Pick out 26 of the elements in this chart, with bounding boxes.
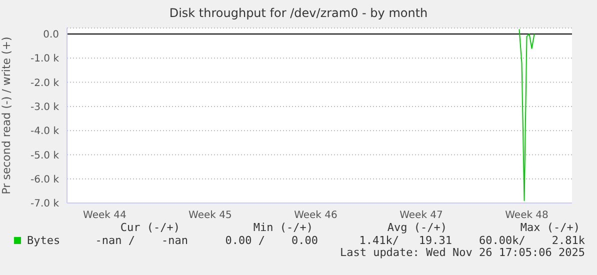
y-tick-label: -2.0 k bbox=[30, 78, 60, 89]
y-tick-label: -3.0 k bbox=[30, 102, 60, 113]
text: Last update: Wed Nov 26 17:05:06 2025 bbox=[340, 246, 585, 259]
text: Cur (-/+) bbox=[120, 221, 180, 234]
y-tick-label: 0.0 bbox=[43, 30, 59, 41]
y-tick-label: -6.0 k bbox=[30, 174, 60, 186]
text: Avg (-/+) bbox=[387, 221, 447, 234]
text: Max (-/+) bbox=[520, 221, 580, 234]
legend-label: Bytes bbox=[26, 234, 60, 247]
x-tick-label: Week 45 bbox=[188, 210, 232, 222]
text: 1.41k/ 19.31 bbox=[359, 234, 452, 247]
line-series bbox=[518, 28, 535, 202]
text: 0.00 / 0.00 bbox=[225, 234, 318, 247]
y-tick-label: -7.0 k bbox=[30, 198, 60, 210]
y-tick-label: -4.0 k bbox=[30, 126, 60, 138]
text: 60.00k/ 2.81k bbox=[479, 234, 585, 247]
text: -nan / -nan bbox=[95, 234, 188, 247]
y-tick-label: -1.0 k bbox=[30, 54, 60, 65]
x-tick-label: Week 46 bbox=[294, 210, 338, 222]
text: Min (-/+) bbox=[253, 221, 313, 234]
chart-title: Disk throughput for /dev/zram0 - by month bbox=[168, 6, 429, 20]
x-tick-label: Week 44 bbox=[83, 210, 126, 222]
y-axis-title: Pr second read (-) / write (+) bbox=[0, 36, 13, 194]
y-tick-label: -5.0 k bbox=[30, 150, 60, 162]
x-tick-label: Week 48 bbox=[505, 210, 548, 222]
x-tick-label: Week 47 bbox=[400, 210, 443, 222]
